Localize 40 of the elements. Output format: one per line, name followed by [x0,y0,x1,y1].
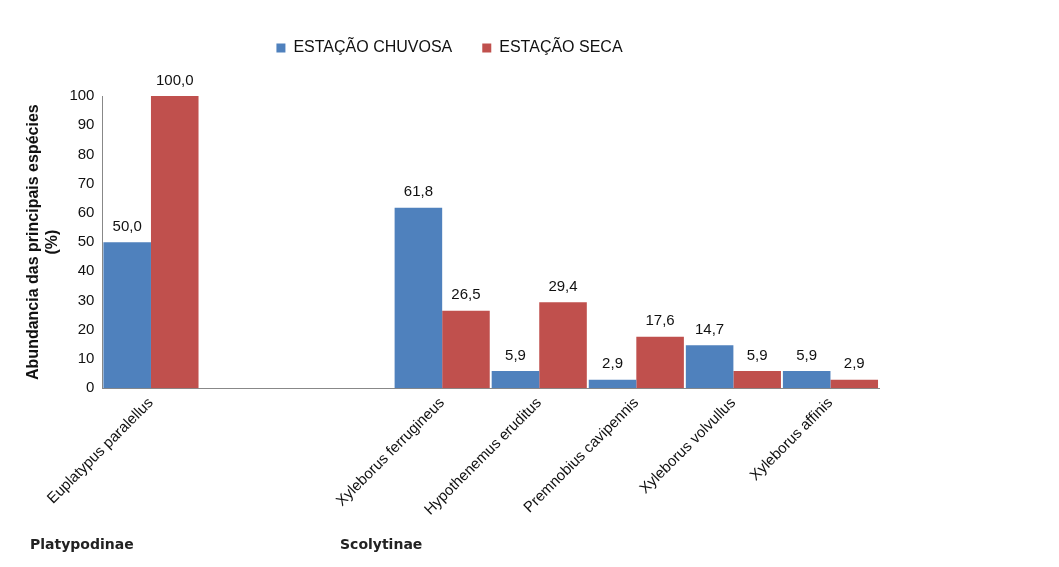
text: Platypodinae [30,536,134,552]
bar [539,302,587,389]
y-tick-label: 60 [77,203,95,221]
text: Scolytinae [340,536,423,552]
bar [442,310,490,389]
data-label: 5,9 [505,345,526,363]
y-tick-label: 0 [86,378,95,396]
y-tick-label: 80 [77,144,95,162]
bar [394,207,443,389]
data-label: 50,0 [112,216,142,234]
y-tick-label: 50 [77,232,95,250]
data-label: 100,0 [155,70,194,88]
data-label: 29,4 [548,276,578,294]
bar [150,96,199,389]
bar [733,371,781,389]
bar [782,371,831,389]
y-tick-label: 70 [77,173,95,191]
data-label: 17,6 [645,311,675,329]
data-label: 14,7 [695,319,725,337]
y-tick-label: 30 [77,290,95,308]
bar [103,242,151,389]
legend-label: ESTAÇÃO CHUVOSA [293,36,453,56]
bar [588,379,637,389]
y-axis-title: Abundancia das principais espécies (%) [24,104,61,380]
data-label: 5,9 [796,345,818,363]
data-label: 61,8 [403,182,433,200]
y-tick-label: 90 [77,115,95,133]
y-tick-label: 40 [77,261,95,279]
y-tick-label: 20 [77,319,95,337]
bar [636,336,684,389]
data-label: 2,9 [843,354,865,372]
y-tick-label: 100 [69,86,95,104]
y-tick-label: 10 [77,349,95,367]
data-label: 2,9 [602,354,623,372]
bar [491,371,540,389]
bar [685,345,734,389]
legend-label: ESTAÇÃO SECA [499,36,623,56]
data-label: 26,5 [451,285,481,303]
data-label: 5,9 [746,345,768,363]
bar [830,379,879,389]
